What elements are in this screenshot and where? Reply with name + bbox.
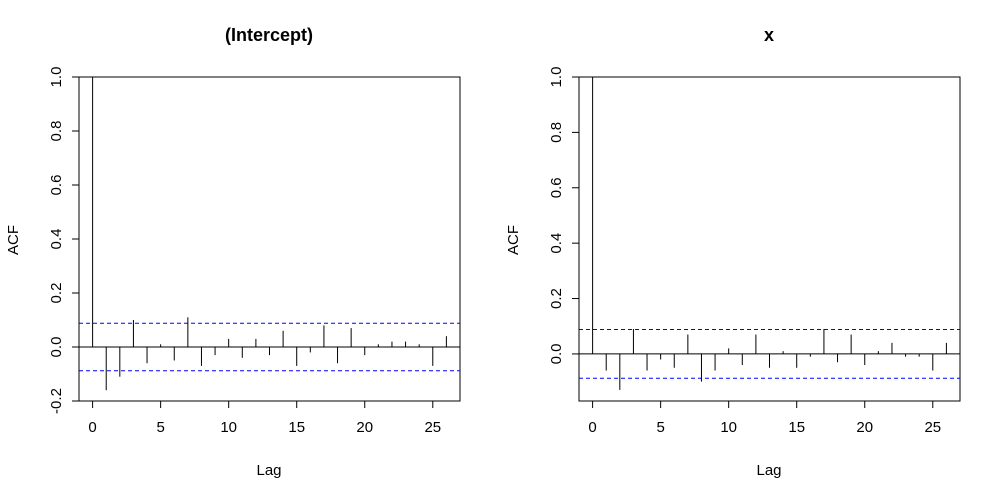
y-tick-label: -0.2 (48, 388, 65, 414)
y-tick-label: 0.8 (48, 121, 65, 142)
chart-title: (Intercept) (225, 25, 313, 45)
chart-title: x (764, 25, 774, 45)
y-tick-label: 0.6 (548, 177, 565, 198)
y-tick-label: 0.4 (48, 229, 65, 250)
x-tick-label: 10 (220, 419, 237, 436)
x-tick-label: 5 (656, 419, 664, 436)
x-tick-label: 15 (288, 419, 305, 436)
y-tick-label: 0.2 (48, 283, 65, 304)
y-tick-label: 1.0 (48, 67, 65, 88)
acf-panel-intercept: (Intercept) Lag ACF 0 5 10 15 20 25 -0.2 0.0 0.2… (5, 25, 461, 479)
acf-panel-x: x Lag ACF 0 5 10 15 20 25 0.0 0.2 0.4 0.6 0.8 1.0 (505, 25, 961, 479)
acf-marks: 0 5 10 15 20 25 -0.2 0.0 0.2 0.4 0.6 0.8 1.0 (48, 67, 460, 436)
x-tick-label: 20 (356, 419, 373, 436)
y-tick-label: 0.0 (548, 343, 565, 364)
x-tick-label: 20 (856, 419, 873, 436)
y-tick-label: 0.8 (548, 122, 565, 143)
x-tick-label: 10 (720, 419, 737, 436)
y-axis-label: ACF (505, 225, 522, 255)
x-axis-label: Lag (256, 462, 281, 479)
plot-frame (578, 76, 961, 402)
y-tick-label: 0.6 (48, 175, 65, 196)
x-tick-label: 15 (788, 419, 805, 436)
x-axis-label: Lag (756, 462, 781, 479)
y-tick-label: 0.0 (48, 337, 65, 358)
y-tick-label: 0.4 (548, 233, 565, 254)
y-axis-label: ACF (5, 225, 22, 255)
y-tick-label: 1.0 (548, 67, 565, 88)
acf-marks: 0 5 10 15 20 25 0.0 0.2 0.4 0.6 0.8 1.0 (548, 67, 960, 436)
y-tick-label: 0.2 (548, 288, 565, 309)
x-tick-label: 5 (156, 419, 164, 436)
x-tick-label: 25 (924, 419, 941, 436)
x-tick-label: 0 (588, 419, 596, 436)
x-tick-label: 0 (88, 419, 96, 436)
x-tick-label: 25 (424, 419, 441, 436)
